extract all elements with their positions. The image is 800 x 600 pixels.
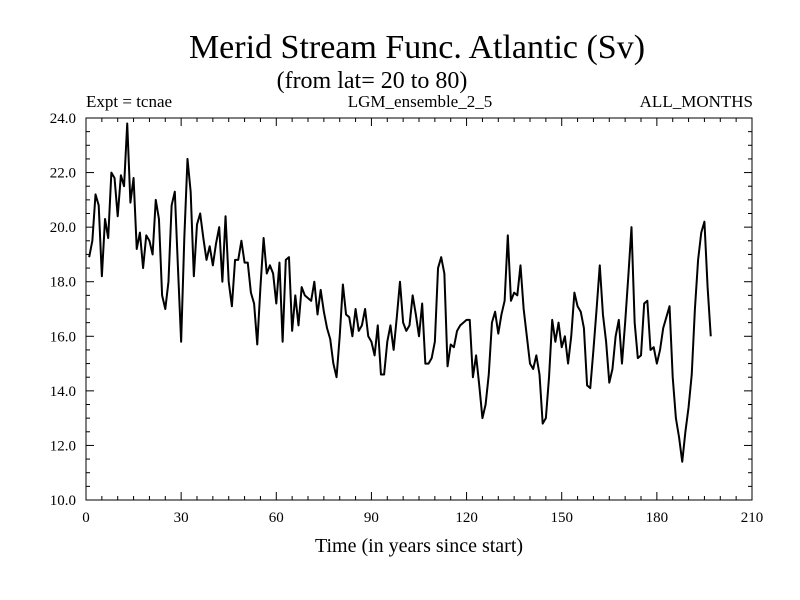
x-tick-label: 150 bbox=[550, 510, 573, 526]
y-tick-label: 14.0 bbox=[50, 384, 76, 400]
y-tick-label: 16.0 bbox=[50, 329, 76, 345]
minor-ticks bbox=[86, 118, 752, 500]
y-tick-label: 22.0 bbox=[50, 166, 76, 182]
x-tick-label: 210 bbox=[741, 510, 764, 526]
series-line bbox=[88, 122, 712, 463]
x-tick-label: 60 bbox=[269, 510, 284, 526]
chart-title: Merid Stream Func. Atlantic (Sv) bbox=[189, 29, 645, 66]
x-tick-label: 0 bbox=[82, 510, 90, 526]
x-tick-labels: 0 30 60 90 120 150 180 210 bbox=[82, 510, 763, 526]
plot-frame bbox=[85, 117, 753, 501]
ensemble-label: LGM_ensemble_2_5 bbox=[348, 92, 492, 111]
x-tick-label: 120 bbox=[455, 510, 478, 526]
experiment-label: Expt = tcnae bbox=[86, 92, 172, 111]
y-tick-label: 24.0 bbox=[50, 111, 76, 127]
y-tick-label: 20.0 bbox=[50, 220, 76, 236]
y-tick-label: 12.0 bbox=[50, 438, 76, 454]
months-label: ALL_MONTHS bbox=[640, 92, 753, 111]
series-layer bbox=[88, 122, 712, 463]
y-tick-labels: 10.0 12.0 14.0 16.0 18.0 20.0 22.0 24.0 bbox=[50, 111, 76, 509]
x-tick-label: 180 bbox=[646, 510, 669, 526]
chart-subtitle: (from lat= 20 to 80) bbox=[277, 68, 468, 94]
x-tick-label: 30 bbox=[174, 510, 189, 526]
y-tick-label: 10.0 bbox=[50, 493, 76, 509]
x-axis-label: Time (in years since start) bbox=[315, 535, 523, 557]
x-tick-label: 90 bbox=[364, 510, 379, 526]
y-tick-label: 18.0 bbox=[50, 275, 76, 291]
